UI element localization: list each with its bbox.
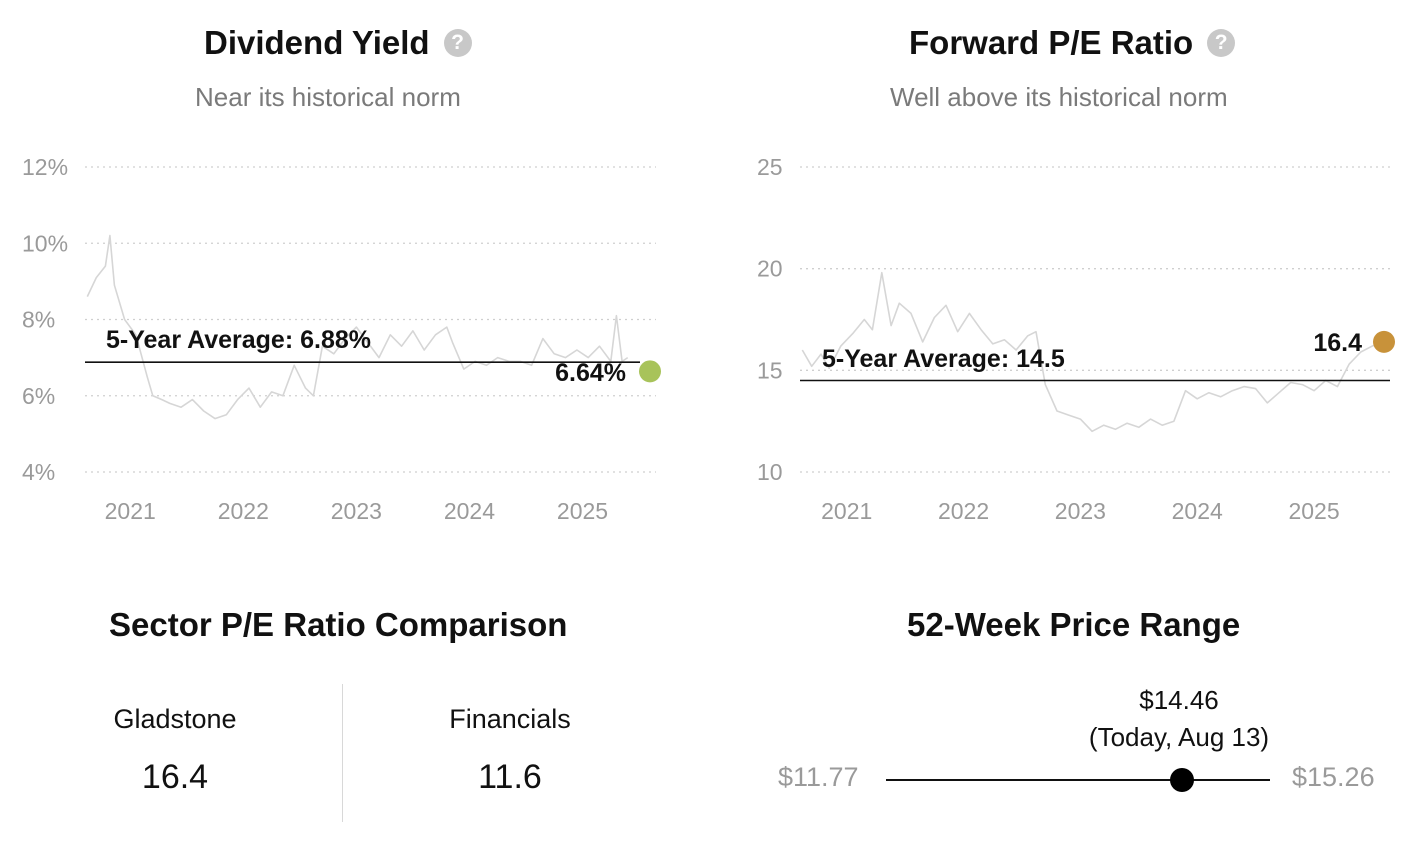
dividend-yield-subtitle: Near its historical norm (195, 82, 461, 112)
sector-value-financials: 11.6 (478, 758, 542, 796)
forward-pe-title: Forward P/E Ratio ? (909, 24, 1236, 62)
y-tick-label: 10% (22, 230, 68, 256)
range-low-label: $11.77 (778, 762, 859, 792)
dividend-yield-title-text: Dividend Yield (204, 24, 430, 61)
dividend-yield-title: Dividend Yield ? (204, 24, 472, 62)
average-label: 5-Year Average: 6.88% (106, 326, 371, 354)
y-tick-label: 25 (757, 154, 783, 180)
x-tick-label: 2025 (557, 498, 608, 524)
sector-label-gladstone: Gladstone (113, 704, 237, 734)
y-tick-label: 6% (22, 383, 55, 409)
x-tick-label: 2022 (938, 498, 989, 524)
y-tick-label: 4% (22, 459, 55, 485)
question-circle-icon[interactable]: ? (443, 29, 472, 57)
y-tick-label: 10 (757, 459, 783, 485)
sector-label-financials: Financials (449, 704, 571, 734)
x-tick-label: 2021 (821, 498, 872, 524)
x-tick-label: 2024 (444, 498, 495, 524)
range-track (886, 779, 1270, 781)
sector-divider (342, 684, 343, 822)
x-tick-label: 2025 (1288, 498, 1339, 524)
x-tick-label: 2021 (105, 498, 156, 524)
x-tick-label: 2023 (331, 498, 382, 524)
average-label: 5-Year Average: 14.5 (822, 345, 1065, 373)
question-circle-icon[interactable]: ? (1207, 29, 1236, 57)
y-tick-label: 8% (22, 307, 55, 333)
x-tick-label: 2022 (218, 498, 269, 524)
current-value-label: 16.4 (1313, 329, 1362, 357)
range-current-marker (1169, 768, 1194, 792)
series-line (86, 234, 629, 420)
current-value-marker (1373, 330, 1395, 353)
x-tick-label: 2024 (1172, 498, 1223, 524)
y-tick-label: 20 (757, 256, 783, 282)
range-current-price: $14.46 (1139, 685, 1219, 715)
price-range-title: 52-Week Price Range (907, 606, 1241, 643)
range-high-label: $15.26 (1292, 762, 1375, 792)
current-value-label: 6.64% (555, 359, 626, 387)
y-tick-label: 12% (22, 154, 68, 180)
current-value-marker (639, 360, 661, 383)
y-tick-label: 15 (757, 357, 783, 383)
forward-pe-title-text: Forward P/E Ratio (909, 24, 1194, 61)
x-tick-label: 2023 (1055, 498, 1106, 524)
range-current-note: (Today, Aug 13) (1088, 722, 1270, 752)
sector-pe-title: Sector P/E Ratio Comparison (109, 606, 568, 643)
sector-value-gladstone: 16.4 (141, 758, 209, 796)
forward-pe-subtitle: Well above its historical norm (890, 82, 1228, 112)
series-line (801, 271, 1385, 433)
